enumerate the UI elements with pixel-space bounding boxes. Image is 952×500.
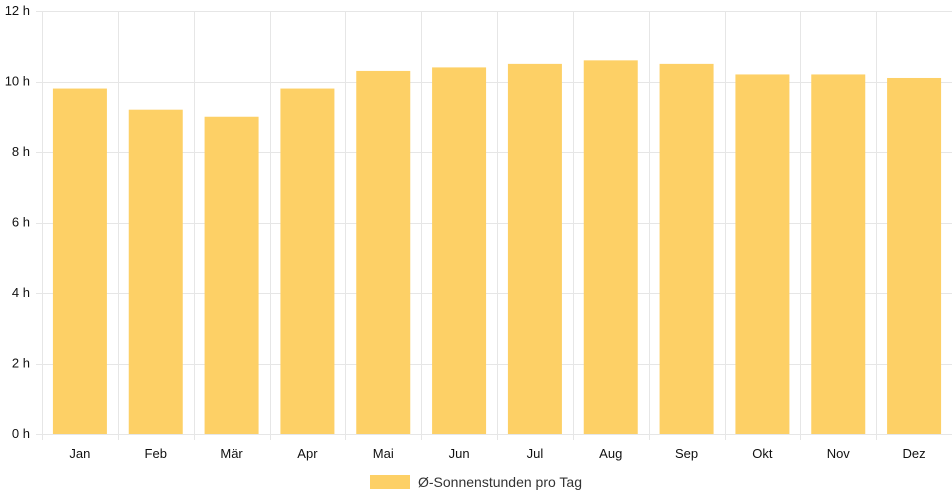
bar [583,60,638,434]
bar [887,77,942,434]
y-tick-label: 12 h [5,3,30,18]
x-tick-label: Nov [827,446,851,461]
y-tick-label: 10 h [5,74,30,89]
y-tick-label: 0 h [12,426,30,441]
bar [356,70,411,435]
legend-label: Ø-Sonnenstunden pro Tag [418,474,582,490]
x-tick-label: Sep [675,446,698,461]
x-tick-label: Mai [373,446,394,461]
bar [659,63,714,434]
grid-lines [36,11,952,440]
y-axis-ticks: 0 h 2 h 4 h 6 h 8 h 10 h 12 h [5,3,30,441]
x-tick-label: Jan [69,446,90,461]
y-tick-label: 8 h [12,144,30,159]
legend[interactable]: Ø-Sonnenstunden pro Tag [0,470,952,494]
bar [204,116,259,434]
bar [280,88,335,435]
bar [811,74,866,434]
bar [432,67,487,435]
bar-chart: 0 h2 h4 h6 h8 h10 h12 h Jan Feb Mär Apr Mai J… [5,3,952,461]
y-tick-label: 4 h [12,285,30,300]
y-tick-label: 2 h [12,356,30,371]
x-tick-label: Jul [527,446,544,461]
x-tick-label: Okt [752,446,773,461]
x-tick-label: Apr [297,446,318,461]
x-tick-label: Mär [220,446,243,461]
x-tick-label: Feb [145,446,167,461]
bar [128,109,183,434]
x-tick-label: Aug [599,446,622,461]
bar [735,74,790,434]
bar [507,63,562,434]
x-axis-ticks: Jan Feb Mär Apr Mai Jun Jul Aug Sep Okt Nov Dez [69,446,925,461]
bars [52,60,942,435]
x-tick-label: Jun [449,446,470,461]
legend-swatch [370,475,410,489]
x-tick-label: Dez [903,446,926,461]
y-tick-label: 6 h [12,215,30,230]
bar [52,88,107,435]
